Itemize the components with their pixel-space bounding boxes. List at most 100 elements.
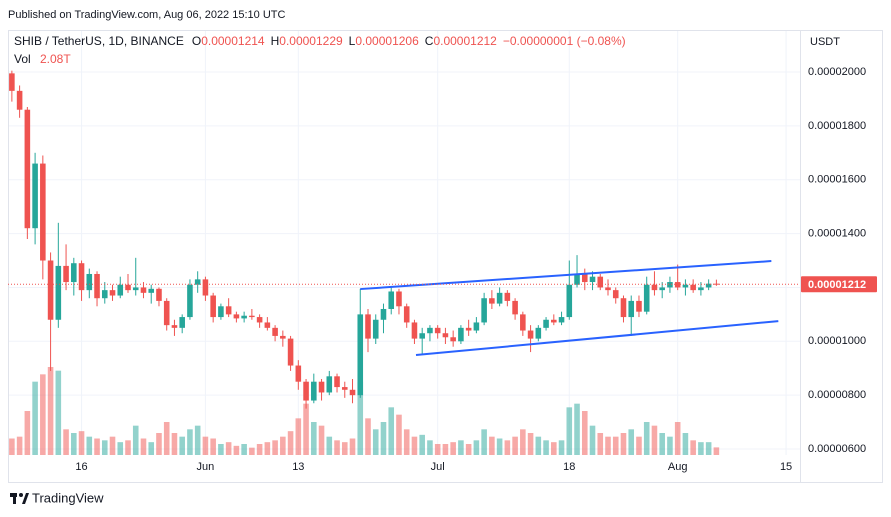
volume-bar xyxy=(210,438,216,455)
y-tick-label: 0.00001800 xyxy=(808,120,866,132)
y-tick-label: 0.00000800 xyxy=(808,389,866,401)
volume-bar xyxy=(171,433,178,455)
candle-body xyxy=(388,291,395,309)
candle-body xyxy=(489,298,495,304)
candle-body xyxy=(504,292,511,301)
volume-bar xyxy=(450,442,456,455)
volume-bar xyxy=(674,422,681,455)
last-price-tag xyxy=(801,276,877,293)
volume-bar xyxy=(434,444,441,455)
volume-bar xyxy=(94,438,100,455)
volume-bar xyxy=(295,418,302,455)
candle-body xyxy=(558,317,565,323)
volume-bar xyxy=(163,422,170,455)
ohlc-key: L xyxy=(349,34,356,48)
y-axis-title: USDT xyxy=(810,36,840,48)
volume-bar xyxy=(71,433,77,455)
volume-bar xyxy=(187,429,193,455)
volume-bar xyxy=(388,407,395,455)
candle-body xyxy=(272,327,278,336)
volume-bar xyxy=(365,418,371,455)
y-tick-label: 0.00002000 xyxy=(808,66,866,78)
volume-bar xyxy=(78,431,85,455)
volume-bar xyxy=(411,436,418,455)
candle-body xyxy=(473,322,480,331)
volume-bar xyxy=(489,436,495,455)
candle-body xyxy=(55,265,62,320)
trend-line xyxy=(415,320,779,357)
candle-body xyxy=(636,300,642,312)
x-tick-label: Aug xyxy=(668,461,688,473)
volume-bar xyxy=(628,429,635,455)
candle-body xyxy=(9,73,15,91)
candle-body xyxy=(287,338,294,366)
x-tick-label: Jun xyxy=(197,461,215,473)
grid xyxy=(8,30,800,455)
candle-body xyxy=(264,322,271,328)
candle-body xyxy=(117,284,124,296)
volume-bar xyxy=(272,440,278,455)
candle-body xyxy=(442,333,449,338)
volume-bar xyxy=(372,429,379,455)
volume-bar xyxy=(403,429,410,455)
candle-body xyxy=(241,315,247,319)
candle-body xyxy=(690,284,696,291)
volume-bar xyxy=(55,370,62,455)
candle-body xyxy=(458,327,464,342)
volume-bar xyxy=(32,381,38,455)
candle-body xyxy=(101,290,108,299)
candle-body xyxy=(303,381,309,401)
candle-body xyxy=(380,308,387,320)
volume-bar xyxy=(249,447,255,455)
volume-bar xyxy=(551,442,557,455)
volume-bar xyxy=(620,433,627,455)
candle-body xyxy=(109,290,116,296)
volume-bar xyxy=(380,422,387,455)
volume-bar xyxy=(543,440,549,455)
volume-bar xyxy=(651,425,658,455)
candle-body xyxy=(311,381,317,401)
volume-bar xyxy=(458,440,464,455)
volume-bar xyxy=(241,444,247,455)
volume-bar xyxy=(504,440,511,455)
volume-bar xyxy=(179,436,185,455)
change: −0.00000001 (−0.08%) xyxy=(503,34,626,48)
candle-body xyxy=(32,163,38,229)
chart-frame xyxy=(8,30,883,483)
footer-logo: TradingView xyxy=(10,490,104,505)
candle-body xyxy=(171,325,178,328)
candle-body xyxy=(674,282,681,288)
volume-value: 2.08T xyxy=(40,52,71,66)
candle-body xyxy=(16,90,23,110)
candle-body xyxy=(187,284,193,318)
ohlc-key: H xyxy=(271,34,280,48)
ohlc-key: O xyxy=(192,34,201,48)
candle-body xyxy=(597,276,604,288)
candle-body xyxy=(40,163,46,261)
last-price-label: 0.00001212 xyxy=(808,279,866,291)
x-tick-label: Jul xyxy=(431,461,445,473)
candle-body xyxy=(659,287,665,291)
volume-bar xyxy=(667,436,673,455)
volume-bar xyxy=(264,442,271,455)
ohlc-value: 0.00001212 xyxy=(433,34,497,48)
candle-body xyxy=(372,319,379,339)
volume-bar xyxy=(341,442,348,455)
candle-body xyxy=(78,263,85,291)
candle-body xyxy=(527,330,534,339)
candle-body xyxy=(682,284,689,288)
candle-body xyxy=(612,290,619,299)
volume-bar xyxy=(427,440,433,455)
x-tick-label: 13 xyxy=(292,461,304,473)
candle-body xyxy=(427,327,433,334)
candle-body xyxy=(698,287,704,291)
candle-body xyxy=(194,279,201,285)
candle-body xyxy=(179,317,185,328)
volume-bar xyxy=(140,438,147,455)
volume-bar xyxy=(311,422,317,455)
candle-body xyxy=(71,263,77,283)
candle-body xyxy=(148,288,155,293)
volume-bar xyxy=(535,436,542,455)
volume-bar xyxy=(63,429,69,455)
volume-bar xyxy=(705,442,712,455)
